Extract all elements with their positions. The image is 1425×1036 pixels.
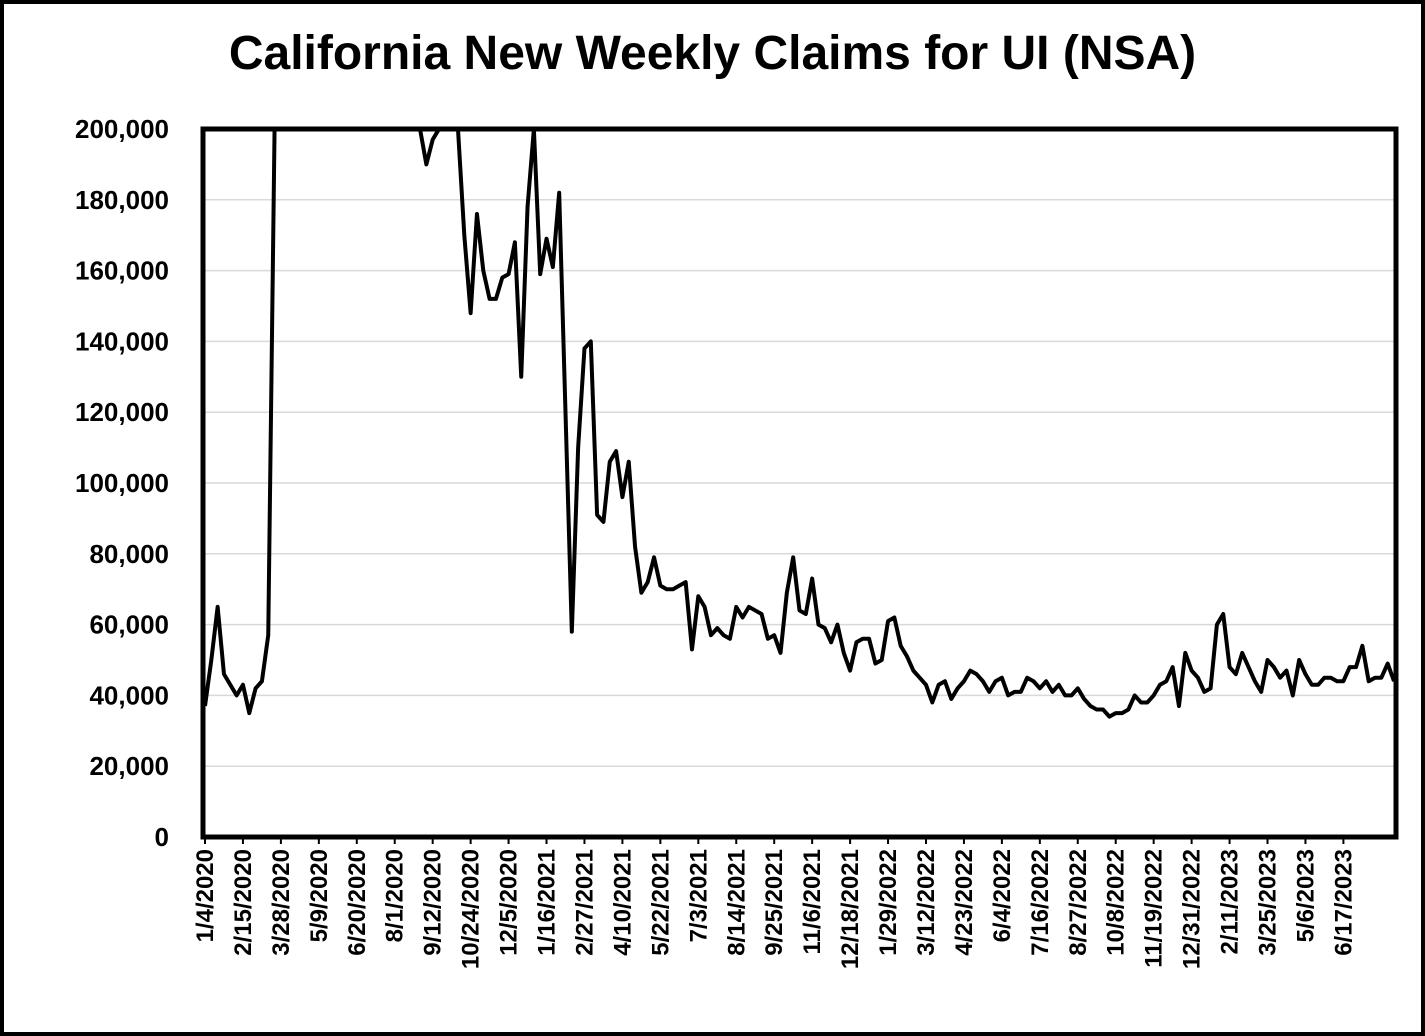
x-tick-label: 2/11/2023 — [1217, 849, 1244, 954]
x-tick-label: 3/12/2022 — [913, 849, 940, 956]
y-tick-label: 160,000 — [75, 256, 169, 286]
y-tick-label: 140,000 — [75, 326, 169, 356]
x-tick-label: 2/15/2020 — [230, 849, 257, 956]
x-tick-label: 1/4/2020 — [192, 849, 219, 942]
x-tick-label: 9/12/2020 — [420, 849, 447, 956]
x-tick-label: 10/8/2022 — [1103, 849, 1130, 956]
y-axis-tick-labels: 0 20,000 40,000 60,000 80,000 100,000 120,000 1… — [75, 114, 169, 852]
x-tick-label: 5/9/2020 — [306, 849, 333, 942]
x-axis-tick-labels: 1/4/2020 2/15/2020 3/28/2020 5/9/2020 6/20/2… — [192, 849, 1357, 969]
x-tick-label: 2/27/2021 — [571, 849, 598, 956]
y-tick-label: 40,000 — [89, 680, 169, 710]
y-tick-label: 200,000 — [75, 114, 169, 144]
x-tick-label: 6/17/2023 — [1330, 849, 1357, 956]
grid-lines — [203, 199, 1396, 767]
x-tick-label: 1/29/2022 — [875, 849, 902, 956]
x-tick-label: 3/25/2023 — [1255, 849, 1282, 956]
series-group — [203, 129, 1396, 719]
plot-border — [200, 126, 1399, 840]
x-tick-label: 11/19/2022 — [1141, 849, 1168, 968]
y-tick-label: 60,000 — [89, 610, 169, 640]
x-tick-label: 11/6/2021 — [799, 849, 826, 954]
x-tick-label: 6/20/2020 — [344, 849, 371, 956]
y-tick-label: 20,000 — [89, 751, 169, 781]
chart-title: California New Weekly Claims for UI (NSA… — [228, 27, 1197, 80]
x-tick-label: 10/24/2020 — [458, 849, 485, 969]
x-tick-label: 7/16/2022 — [1027, 849, 1054, 956]
x-tick-label: 3/28/2020 — [268, 849, 295, 956]
x-tick-label: 12/5/2020 — [496, 849, 523, 956]
y-tick-label: 0 — [155, 822, 169, 852]
x-tick-label: 5/22/2021 — [647, 849, 674, 956]
x-tick-label: 8/27/2022 — [1065, 849, 1092, 956]
x-tick-label: 7/3/2021 — [685, 849, 712, 942]
y-tick-label: 180,000 — [75, 185, 169, 215]
x-tick-label: 12/31/2022 — [1179, 849, 1206, 969]
y-tick-label: 120,000 — [75, 397, 169, 427]
x-tick-label: 5/6/2023 — [1292, 849, 1319, 942]
x-tick-label: 4/23/2022 — [951, 849, 978, 956]
x-tick-label: 1/16/2021 — [534, 849, 561, 956]
x-tick-label: 6/4/2022 — [989, 849, 1016, 942]
x-tick-label: 8/1/2020 — [382, 849, 409, 942]
x-tick-label: 8/14/2021 — [723, 849, 750, 956]
y-tick-label: 80,000 — [89, 539, 169, 569]
x-tick-label: 12/18/2021 — [837, 849, 864, 969]
x-tick-label: 4/10/2021 — [609, 849, 636, 956]
y-tick-label: 100,000 — [75, 468, 169, 498]
series-line — [203, 129, 1396, 719]
x-tick-label: 9/25/2021 — [761, 849, 788, 956]
